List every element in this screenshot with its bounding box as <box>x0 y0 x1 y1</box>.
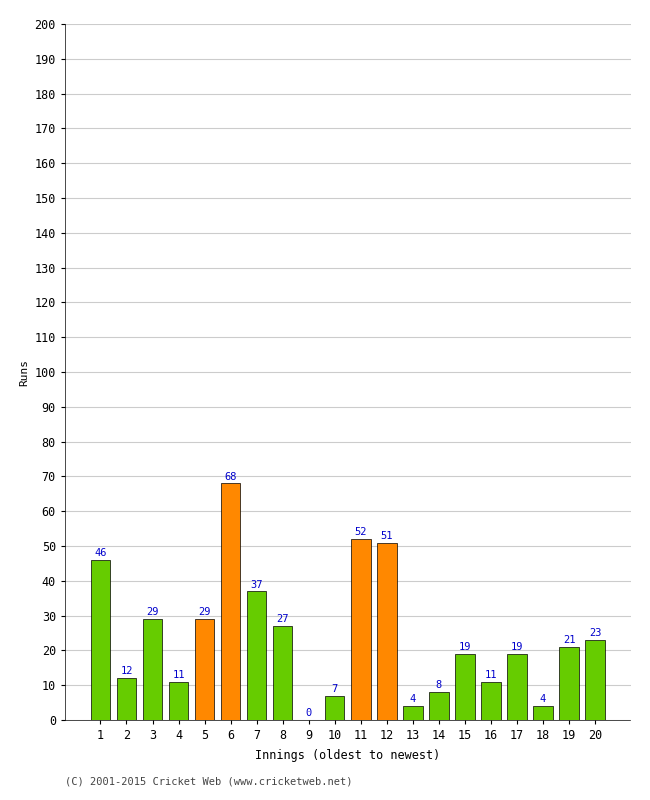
Text: 8: 8 <box>436 681 442 690</box>
Bar <box>533 706 552 720</box>
Bar <box>195 619 215 720</box>
Bar <box>559 647 578 720</box>
Text: 7: 7 <box>332 684 338 694</box>
Text: 21: 21 <box>563 635 575 645</box>
Bar <box>91 560 111 720</box>
Text: 29: 29 <box>198 607 211 618</box>
Bar <box>585 640 604 720</box>
Bar <box>221 483 240 720</box>
Text: 68: 68 <box>224 472 237 482</box>
X-axis label: Innings (oldest to newest): Innings (oldest to newest) <box>255 749 441 762</box>
Bar <box>429 692 448 720</box>
Bar <box>507 654 526 720</box>
Text: 37: 37 <box>250 579 263 590</box>
Bar <box>169 682 188 720</box>
Text: 51: 51 <box>380 530 393 541</box>
Text: 52: 52 <box>354 527 367 538</box>
Text: 0: 0 <box>306 708 312 718</box>
Bar <box>455 654 474 720</box>
Bar <box>403 706 422 720</box>
Text: 27: 27 <box>276 614 289 624</box>
Bar <box>273 626 292 720</box>
Bar <box>377 542 396 720</box>
Bar <box>351 539 370 720</box>
Text: 19: 19 <box>511 642 523 652</box>
Text: 12: 12 <box>120 666 133 677</box>
Bar <box>117 678 136 720</box>
Y-axis label: Runs: Runs <box>19 358 29 386</box>
Text: 23: 23 <box>589 628 601 638</box>
Text: 4: 4 <box>540 694 546 704</box>
Text: 11: 11 <box>485 670 497 680</box>
Text: 4: 4 <box>410 694 416 704</box>
Bar <box>143 619 162 720</box>
Text: 29: 29 <box>146 607 159 618</box>
Bar <box>247 591 266 720</box>
Text: (C) 2001-2015 Cricket Web (www.cricketweb.net): (C) 2001-2015 Cricket Web (www.cricketwe… <box>65 776 352 786</box>
Bar <box>325 696 344 720</box>
Text: 19: 19 <box>459 642 471 652</box>
Text: 46: 46 <box>94 548 107 558</box>
Text: 11: 11 <box>172 670 185 680</box>
Bar <box>481 682 500 720</box>
